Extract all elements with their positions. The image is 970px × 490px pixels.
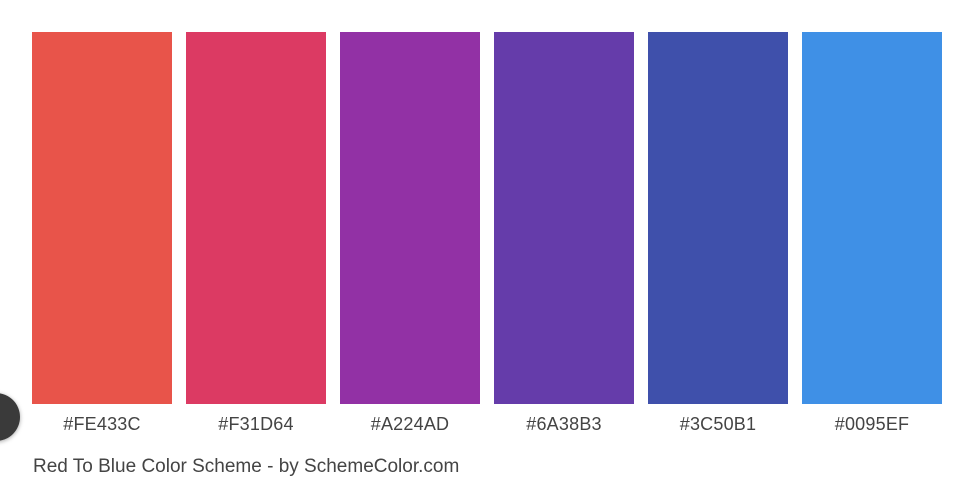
swatch: #0095EF [802,32,942,452]
color-palette: #FE433C #F31D64 #A224AD #6A38B3 #3C50B1 … [32,32,942,452]
swatch: #A224AD [340,32,480,452]
swatch-hex-label: #F31D64 [218,414,294,434]
swatch-color [340,32,480,404]
swatch-hex-label: #0095EF [834,414,910,434]
swatch-hex-label: #A224AD [370,414,450,434]
swatch-color [32,32,172,404]
swatch: #FE433C [32,32,172,452]
swatch: #F31D64 [186,32,326,452]
swatch: #3C50B1 [648,32,788,452]
swatch-hex-label: #6A38B3 [526,414,602,434]
swatch-hex-label: #FE433C [63,414,141,434]
swatch-hex-label: #3C50B1 [679,414,757,434]
swatch-color [494,32,634,404]
swatch-color [648,32,788,404]
swatch: #6A38B3 [494,32,634,452]
caption: Red To Blue Color Scheme - by SchemeColo… [33,456,460,477]
swatch-color [802,32,942,404]
swatch-color [186,32,326,404]
overlay-circle-button[interactable] [0,393,20,441]
